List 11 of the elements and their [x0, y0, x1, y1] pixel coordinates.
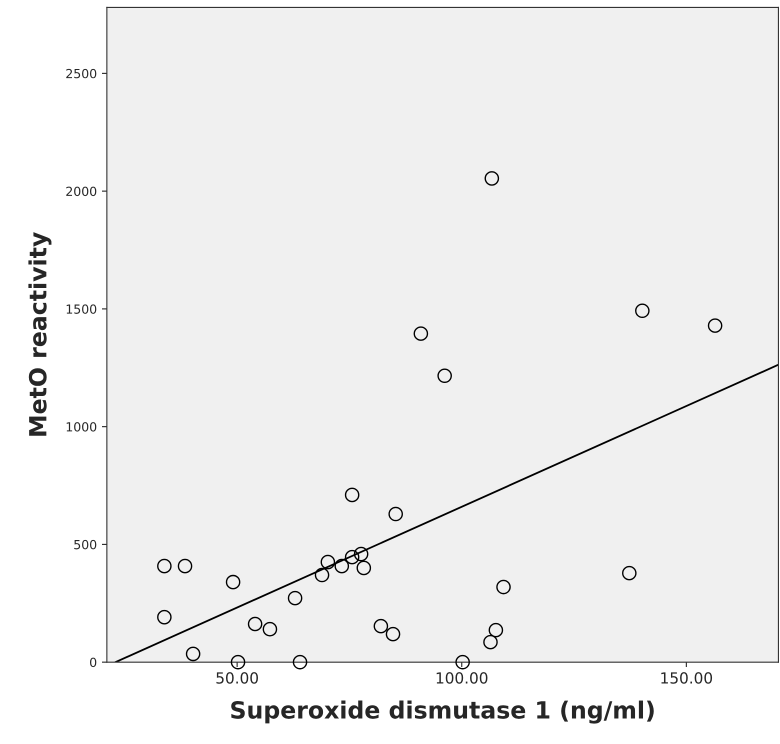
- y-tick-label: 500: [74, 540, 96, 550]
- x-tick-label: 50.00: [216, 672, 258, 684]
- y-tick-label: 0: [90, 658, 96, 668]
- x-tick-label: 150.00: [661, 672, 712, 684]
- y-axis-title: MetO reactivity: [28, 232, 52, 436]
- y-tick-label: 1000: [66, 422, 96, 432]
- x-axis-title: Superoxide dismutase 1 (ng/ml): [231, 700, 654, 724]
- y-tick-label: 1500: [66, 304, 96, 314]
- x-tick-label: 100.00: [436, 672, 488, 684]
- y-tick-label: 2500: [66, 68, 96, 78]
- y-tick-label: 2000: [66, 186, 96, 196]
